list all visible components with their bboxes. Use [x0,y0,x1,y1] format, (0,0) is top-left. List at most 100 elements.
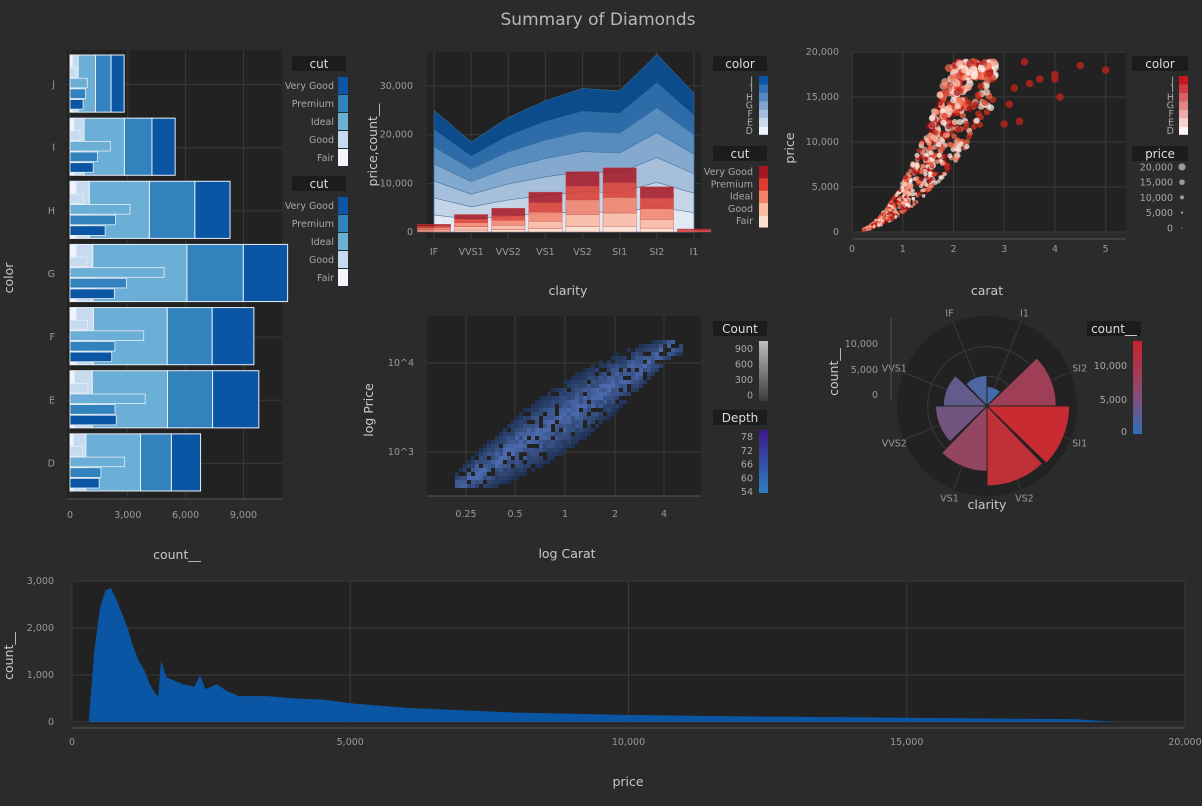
heatmap-cell [559,408,563,412]
heatmap-cell [563,412,567,416]
heatmap-cell [531,408,535,412]
heatmap-cell [639,376,643,380]
scatter-point [922,188,927,192]
heatmap-cell [531,424,535,428]
heatmap-cell [567,400,571,404]
heatmap-cell [503,444,507,448]
area-x-tick: VVS2 [496,247,521,258]
heatmap-cell [511,448,515,452]
heatmap-legend-depth-title-bg [713,410,767,425]
heatmap-cell [543,444,547,448]
scatter-legend-swatch [1179,76,1188,85]
heatmap-cell [591,412,595,416]
scatter-point [914,152,920,158]
scatter-point [896,214,900,218]
scatter-point [954,109,961,117]
heatmap-cell [619,376,623,380]
heatmap-cell [623,388,627,392]
heatmap-cell [607,408,611,412]
heatmap-cell [487,480,491,484]
heatmap-cell [507,472,511,476]
area-bar-segment [528,228,563,233]
heatmap-cell [503,472,507,476]
heatmap-cell [563,436,567,440]
heatmap-cell [603,372,607,376]
heatmap-x-tick: 1 [562,509,568,520]
heatmap-cell [527,456,531,460]
bar-dodged-fair [69,372,75,383]
scatter-point [1035,75,1044,83]
heatmap-cell [543,436,547,440]
heatmap-cell [655,344,659,348]
heatmap-cell [511,468,515,472]
heatmap-cell [627,392,631,396]
heatmap-cell [599,392,603,396]
heatmap-cell [519,436,523,440]
scatter-point [938,175,943,180]
bar-legend-swatch [338,131,348,148]
heatmap-cell [623,364,627,368]
scatter-point [943,153,948,159]
bar-dodged-ideal [69,456,126,468]
heatmap-cell [567,384,571,388]
heatmap-cell [531,460,535,464]
scatter-point [941,112,948,120]
bar-dodged-premium [69,277,127,289]
hist-x-tick: 15,000 [890,737,923,748]
heatmap-cell [535,408,539,412]
heatmap-cell [551,420,555,424]
heatmap-cell [487,468,491,472]
heatmap-cell [667,352,671,356]
polar-category-label: IF [945,308,953,319]
area-bar-segment [454,214,489,220]
heatmap-cell [587,388,591,392]
heatmap-cell [475,460,479,464]
heatmap-cell [503,480,507,484]
heatmap-cell [535,412,539,416]
area-legend-cut-title-bg [713,146,767,161]
scatter-point [938,137,945,143]
heatmap-cell [619,372,623,376]
heatmap-cell [615,404,619,408]
heatmap-cell [575,440,579,444]
heatmap-cell [563,424,567,428]
area-y-tick: 10,000 [380,178,413,189]
heatmap-cell [575,380,579,384]
heatmap-cell [535,428,539,432]
area-x-tick: VS2 [573,247,592,258]
heatmap-cell [631,356,635,360]
heatmap-cell [567,424,571,428]
heatmap-cell [515,444,519,448]
heatmap-cell [487,440,491,444]
bar-dodged-good [69,67,77,78]
scatter-point [881,219,884,223]
price-histogram: 0 5,000 10,000 15,000 20,000 0 1,000 2,000 3,000… [1,576,1202,789]
area-bar-segment [677,228,711,231]
heatmap-cell [583,412,587,416]
polar-legend-label: 10,000 [1094,361,1127,372]
heatmap-cell [587,424,591,428]
heatmap-cell [603,364,607,368]
scatter-point [915,164,920,170]
heatmap-cell [563,448,567,452]
heatmap-cell [519,428,523,432]
heatmap-cell [667,344,671,348]
bar-legend-label: Fair [317,153,334,164]
heatmap-cell [535,400,539,404]
scatter-point [940,119,947,126]
heatmap-cell [523,428,527,432]
scatter-point [871,223,874,226]
heatmap-cell [523,432,527,436]
heatmap-cell [603,380,607,384]
heatmap-cell [635,384,639,388]
heatmap-cell [603,400,607,404]
heatmap-cell [519,472,523,476]
bar-legend-swatch [338,251,348,268]
heatmap-cell [583,436,587,440]
scatter-point [902,190,907,195]
bar-dodged-very-good [69,414,117,426]
area-x-tick: SI1 [612,247,627,258]
heatmap-cell [623,356,627,360]
heatmap-cell [643,348,647,352]
heatmap-cell [555,432,559,436]
